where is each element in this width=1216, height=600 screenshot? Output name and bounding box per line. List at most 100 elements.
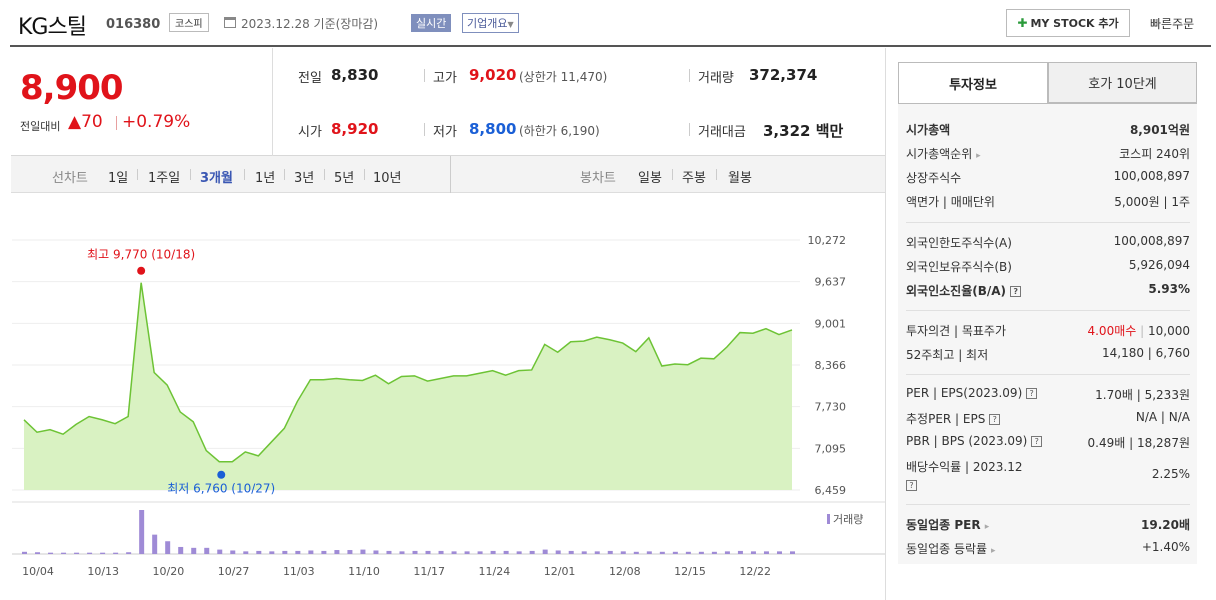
divider — [324, 169, 325, 180]
x-tick-label: 10/04 — [22, 565, 54, 578]
market-cap-rank-text: 시가총액순위 — [906, 147, 973, 161]
x-tick-label: 10/13 — [87, 565, 119, 578]
tab-invest-info[interactable]: 투자정보 — [898, 62, 1048, 103]
volume-bar — [334, 550, 340, 554]
divider: | — [1140, 324, 1145, 338]
divider — [116, 116, 117, 130]
volume-bar — [321, 550, 327, 554]
prev-close-value: 8,830 — [331, 66, 379, 84]
market-cap-rank-label[interactable]: 시가총액순위 ▸ — [906, 145, 981, 162]
volume-bar — [282, 550, 288, 554]
upper-limit-label: (상한가 — [519, 70, 557, 84]
current-price: 8,900 — [20, 68, 124, 108]
foreign-ratio-text: 외국인소진율(B/A) — [906, 284, 1007, 298]
volume-bar — [542, 549, 548, 554]
period-1w[interactable]: 1주일 — [148, 171, 181, 186]
realtime-button[interactable]: 실시간 — [411, 14, 452, 32]
candle-weekly[interactable]: 주봉 — [682, 171, 706, 186]
help-icon[interactable]: ? — [906, 478, 917, 492]
candle-monthly[interactable]: 월봉 — [728, 171, 752, 186]
trade-amount-number: 3,322 — [763, 122, 811, 140]
stock-name: KG스틸 — [18, 15, 87, 40]
period-3y[interactable]: 3년 — [294, 171, 315, 186]
volume-bar — [386, 550, 392, 554]
help-icon[interactable]: ? — [1026, 388, 1038, 399]
face-value-label: 액면가 | 매매단위 — [906, 195, 995, 209]
volume-bar — [633, 551, 639, 554]
period-5y[interactable]: 5년 — [334, 171, 355, 186]
period-3m[interactable]: 3개월 — [200, 171, 233, 186]
dividend-value: 2.25% — [1151, 467, 1190, 481]
caret-right-icon: ▸ — [976, 151, 981, 161]
volume-bar — [243, 551, 249, 554]
change-label: 전일대비 — [20, 120, 61, 133]
tab-orderbook[interactable]: 호가 10단계 — [1048, 62, 1197, 103]
volume-bar — [165, 541, 171, 554]
chevron-down-icon: ▼ — [507, 20, 514, 29]
market-cap-value: 8,901억원 — [1129, 123, 1190, 137]
volume-bar — [217, 549, 223, 554]
high-label: 고가 — [433, 71, 457, 86]
y-tick-label: 9,001 — [815, 317, 847, 330]
help-icon[interactable]: ? — [1010, 286, 1022, 297]
sector-per-text: 동일업종 PER — [906, 518, 981, 532]
trade-amount-value: 3,322 백만 — [763, 120, 843, 141]
per-text: PER | EPS(2023.09) — [906, 386, 1023, 400]
pbr-value: 0.49배 | 18,287원 — [1087, 436, 1190, 450]
invest-info-panel — [898, 104, 1197, 564]
opinion-rating: 4.00매수 — [1087, 324, 1137, 338]
pbr-text: PBR | BPS (2023.09) — [906, 434, 1028, 448]
period-1d[interactable]: 1일 — [108, 171, 129, 186]
sector-per-label[interactable]: 동일업종 PER ▸ — [906, 516, 989, 533]
volume-bar — [659, 551, 665, 554]
open-label: 시가 — [298, 125, 322, 140]
period-1y[interactable]: 1년 — [255, 171, 276, 186]
candle-daily[interactable]: 일봉 — [638, 171, 662, 186]
volume-bar — [568, 550, 574, 554]
help-icon[interactable]: ? — [989, 414, 1001, 425]
y-tick-label: 9,637 — [815, 276, 847, 289]
volume-bar — [555, 550, 561, 554]
add-mystock-button[interactable]: ✚ MY STOCK 추가 — [1006, 9, 1130, 37]
tab-underline — [898, 103, 1197, 104]
foreign-held-value: 5,926,094 — [1128, 258, 1190, 272]
listed-shares-label: 상장주식수 — [906, 171, 962, 185]
volume-bar — [516, 551, 522, 554]
sector-change-label[interactable]: 동일업종 등락률 ▸ — [906, 540, 995, 557]
high-value: 9,020 — [469, 66, 517, 84]
up-triangle-icon: ▲ — [68, 112, 82, 132]
volume-bar — [399, 551, 405, 554]
y-tick-label: 7,095 — [815, 442, 847, 455]
trade-amount-label: 거래대금 — [698, 125, 746, 140]
low-label: 최저 6,760 (10/27) — [167, 482, 275, 496]
help-icon[interactable]: ? — [1031, 436, 1043, 447]
divider — [272, 48, 273, 156]
period-toolbar — [11, 156, 885, 193]
y-tick-label: 7,730 — [815, 401, 847, 414]
volume-bar — [100, 552, 106, 554]
upper-limit-close: ) — [602, 70, 608, 84]
volume-bar — [464, 551, 470, 554]
sector-change-value: +1.40% — [1141, 540, 1190, 554]
52w-value: 14,180 | 6,760 — [1101, 346, 1190, 360]
period-10y[interactable]: 10년 — [373, 171, 402, 186]
change-percent: +0.79% — [122, 112, 191, 132]
volume-legend-swatch — [827, 514, 830, 524]
divider — [716, 169, 717, 180]
divider — [906, 374, 1190, 375]
change-value: 70 — [81, 112, 103, 132]
volume-bar — [269, 551, 275, 554]
volume-bar — [295, 550, 301, 554]
volume-value: 372,374 — [749, 66, 818, 84]
volume-legend: 거래량 — [833, 513, 863, 526]
per-value: 1.70배 | 5,233원 — [1095, 388, 1190, 402]
volume-bar — [126, 552, 132, 554]
company-overview-dropdown[interactable]: 기업개요▼ — [462, 13, 519, 33]
quick-order-link[interactable]: 빠른주문 — [1150, 17, 1195, 31]
volume-bar — [230, 550, 236, 554]
est-per-value: N/A | N/A — [1135, 410, 1190, 424]
volume-bar — [672, 551, 678, 554]
header-divider — [10, 45, 1211, 47]
pbr-label: PBR | BPS (2023.09) ? — [906, 434, 1043, 448]
volume-bar — [503, 550, 509, 554]
